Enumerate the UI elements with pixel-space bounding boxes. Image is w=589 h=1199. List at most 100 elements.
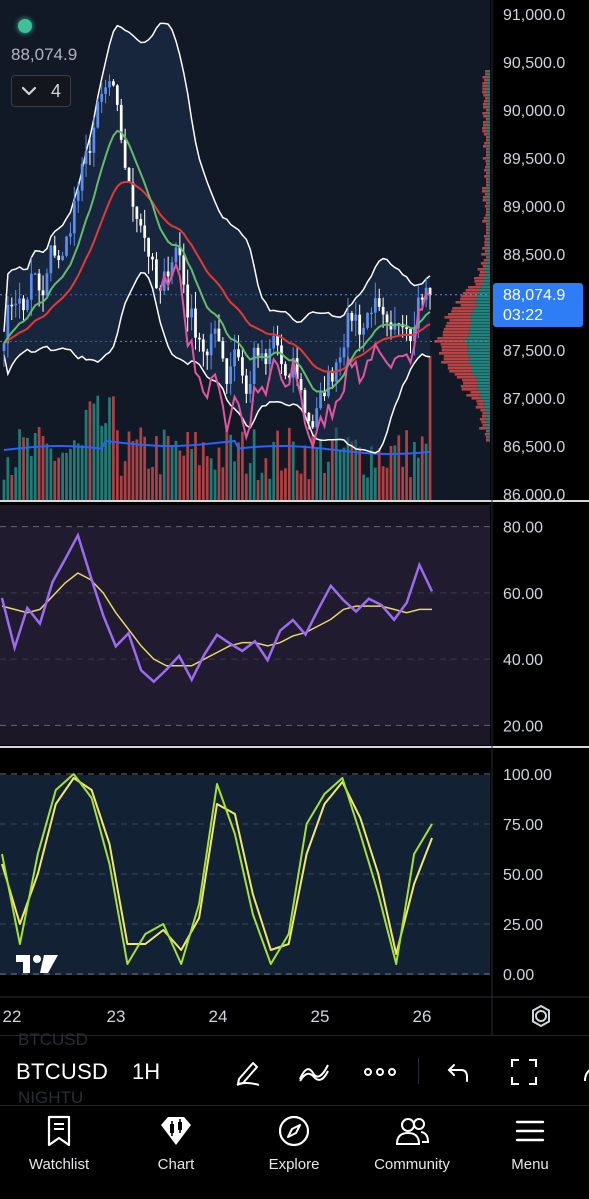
candle-body — [96, 101, 100, 128]
volume-bar — [166, 435, 170, 500]
volume-profile-bar — [482, 91, 487, 94]
volume-profile-bar — [486, 196, 490, 199]
volume-profile-bar — [488, 436, 490, 439]
volume-profile-bar — [486, 139, 489, 142]
candle-body — [237, 349, 240, 358]
volume-profile-bar — [487, 166, 490, 169]
more-tools-button[interactable] — [572, 1054, 589, 1090]
volume-profile-bar — [486, 412, 490, 415]
volume-profile-bar — [486, 157, 490, 160]
volume-profile-bar — [488, 151, 490, 154]
volume-profile-bar — [485, 427, 490, 430]
volume-profile-bar — [487, 433, 490, 436]
volume-profile-bar — [487, 244, 490, 247]
candle-body — [354, 314, 358, 321]
volume-profile-bar — [486, 172, 489, 175]
volume-profile-bar — [485, 223, 489, 226]
volume-bar — [330, 440, 334, 500]
volume-profile-bar — [443, 358, 470, 361]
volume-profile-bar — [486, 247, 490, 250]
nav-menu[interactable]: Menu — [475, 1114, 585, 1184]
volume-profile-bar — [481, 397, 490, 400]
chart-area[interactable]: 91,000.0 90,500.0 90,000.0 89,500.0 89,000.0… — [0, 0, 589, 1035]
candle-body — [291, 358, 295, 378]
volume-profile-bar — [468, 334, 490, 337]
volume-profile-bar — [460, 304, 477, 307]
candle-body — [248, 383, 252, 394]
volume-profile-bar — [483, 124, 487, 127]
indicators-toggle-button[interactable]: 4 — [11, 75, 71, 107]
candle-body — [221, 341, 225, 359]
candle-body — [350, 312, 354, 321]
volume-bar — [84, 409, 88, 500]
drawing-tool-button[interactable] — [230, 1054, 266, 1090]
volume-profile-bar — [482, 121, 487, 124]
scale-settings-icon[interactable] — [532, 1004, 550, 1028]
time-tick-label: 22 — [3, 1007, 22, 1026]
candle-body — [131, 182, 135, 207]
volume-profile-bar — [482, 76, 487, 79]
interval-button[interactable]: 1H — [132, 1059, 161, 1084]
volume-bar — [123, 461, 127, 500]
candle-body — [420, 297, 424, 300]
candle-body — [139, 218, 143, 226]
symbol-button[interactable]: BTCUSD — [16, 1059, 109, 1084]
candle-body — [201, 339, 205, 352]
volume-bar — [41, 435, 45, 500]
candle-body — [377, 298, 381, 307]
volume-profile-bar — [484, 205, 488, 208]
nav-community[interactable]: Community — [357, 1114, 467, 1184]
volume-profile-bar — [485, 160, 488, 163]
volume-bar — [127, 431, 131, 500]
volume-profile-bar — [486, 256, 489, 259]
volume-profile-bar — [484, 244, 488, 247]
volume-bar — [198, 465, 201, 500]
volume-bar — [26, 437, 29, 500]
candle-body — [112, 81, 115, 86]
volume-profile-bar — [486, 145, 490, 148]
volume-bar — [272, 441, 276, 500]
volume-profile-bar — [482, 130, 487, 133]
more-button[interactable] — [362, 1054, 398, 1090]
stoch-d-line — [1, 777, 433, 955]
volume-profile-bar — [486, 181, 489, 184]
volume-profile-bar — [482, 412, 487, 415]
volume-profile-bar — [488, 232, 490, 235]
volume-profile-bar — [446, 322, 471, 325]
volume-bar — [315, 447, 319, 500]
volume-bar — [209, 458, 213, 500]
fullscreen-button[interactable] — [506, 1054, 542, 1090]
volume-bar — [401, 466, 405, 500]
candle-body — [252, 347, 256, 384]
volume-profile-bar — [454, 373, 475, 376]
volume-profile-bar — [485, 271, 490, 274]
volume-profile-bar — [438, 352, 468, 355]
indicators-button[interactable] — [296, 1054, 332, 1090]
price-tick-label: 89,500.0 — [503, 151, 565, 168]
volume-profile-bar — [488, 211, 490, 214]
volume-profile-bar — [466, 394, 480, 397]
volume-profile-bar — [462, 379, 478, 382]
legend-last-price: 88,074.9 — [11, 45, 78, 64]
volume-profile-bar — [483, 217, 488, 220]
time-tick-label: 25 — [311, 1007, 330, 1026]
candle-body — [170, 262, 174, 277]
volume-profile-bar — [443, 328, 470, 331]
candle-body — [373, 298, 377, 313]
volume-profile-bar — [477, 292, 490, 295]
candle-body — [119, 104, 123, 140]
candle-body — [69, 233, 72, 237]
volume-profile-bar — [486, 103, 490, 106]
rsi-tick-label: 40.00 — [503, 652, 543, 669]
volume-bar — [244, 473, 248, 500]
undo-button[interactable] — [440, 1054, 476, 1090]
volume-profile-bar — [486, 208, 489, 211]
candle-body — [37, 273, 41, 291]
candle-body — [182, 255, 186, 285]
volume-profile-bar — [488, 154, 490, 157]
redo-icon — [584, 1069, 589, 1082]
nav-chart[interactable]: Chart — [121, 1114, 231, 1184]
nav-explore[interactable]: Explore — [239, 1114, 349, 1184]
chart-canvas[interactable]: 91,000.0 90,500.0 90,000.0 89,500.0 89,000.0… — [0, 0, 589, 1035]
nav-watchlist[interactable]: Watchlist — [4, 1114, 114, 1184]
